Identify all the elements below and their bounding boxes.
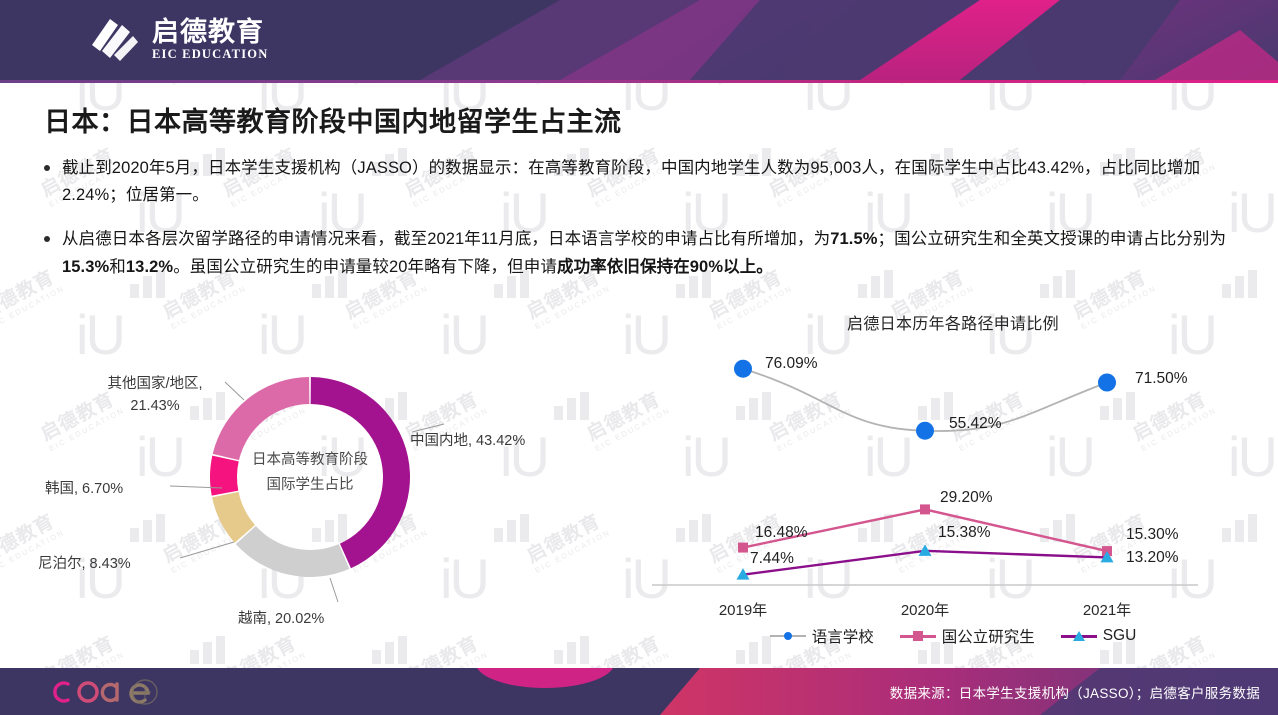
legend-item-lang[interactable]: 语言学校 bbox=[769, 625, 874, 647]
series-marker bbox=[920, 504, 930, 515]
series-marker bbox=[918, 544, 932, 556]
series-marker bbox=[1100, 550, 1114, 563]
donut-slice bbox=[212, 377, 310, 461]
logo-text-en: EIC EDUCATION bbox=[152, 46, 269, 61]
header-bar: 启德教育 EIC EDUCATION bbox=[0, 0, 1278, 80]
bullet-dot-icon bbox=[44, 165, 50, 171]
brand-logo: 启德教育 EIC EDUCATION bbox=[88, 17, 268, 63]
series-line bbox=[742, 367, 1108, 432]
care-wordmark-icon bbox=[53, 679, 158, 705]
donut-label-korea: 韩国, 6.70% bbox=[45, 481, 124, 497]
donut-slice bbox=[235, 525, 350, 577]
legend-label-grad: 国公立研究生 bbox=[941, 629, 1035, 646]
point-label-grad-2021: 15.30% bbox=[1126, 526, 1179, 543]
page-title: 日本：日本高等教育阶段中国内地留学生占主流 bbox=[44, 107, 622, 137]
point-label-lang-2020: 55.42% bbox=[949, 415, 1002, 432]
donut-chart bbox=[20, 320, 640, 650]
bullet-text: 截止到2020年5月，日本学生支援机构（JASSO）的数据显示：在高等教育阶段，… bbox=[62, 159, 1201, 205]
legend-item-sgu[interactable]: SGU bbox=[1060, 627, 1137, 645]
donut-leader-line bbox=[169, 485, 223, 489]
point-label-sgu-2020: 15.38% bbox=[938, 524, 991, 541]
donut-leader-line bbox=[224, 381, 245, 401]
donut-leader-line bbox=[411, 423, 445, 433]
bullet-list: 截止到2020年5月，日本学生支援机构（JASSO）的数据显示：在高等教育阶段，… bbox=[44, 155, 1240, 298]
legend-marker-square-icon bbox=[899, 629, 936, 643]
series-marker bbox=[1098, 373, 1116, 392]
legend-label-lang: 语言学校 bbox=[811, 629, 874, 646]
point-label-lang-2021: 71.50% bbox=[1135, 370, 1188, 387]
series-marker bbox=[734, 359, 752, 378]
series-marker bbox=[916, 421, 934, 440]
point-label-grad-2020: 29.20% bbox=[940, 489, 993, 506]
donut-label-china: 中国内地, 43.42% bbox=[410, 433, 526, 449]
list-item: 从启德日本各层次留学路径的申请情况来看，截至2021年11月底，日本语言学校的申… bbox=[44, 226, 1240, 280]
footer-bar: 数据来源：日本学生支援机构（JASSO）；启德客户服务数据 bbox=[0, 668, 1278, 715]
line-chart-legend: 语言学校 国公立研究生 SGU bbox=[648, 625, 1258, 647]
legend-marker-circle-icon bbox=[769, 629, 806, 643]
donut-label-others: 其他国家/地区, 21.43% bbox=[107, 376, 203, 415]
legend-item-grad[interactable]: 国公立研究生 bbox=[899, 625, 1035, 647]
care-logo bbox=[44, 675, 194, 714]
donut-center-label: 日本高等教育阶段 国际学生占比 bbox=[225, 448, 395, 497]
donut-slice bbox=[212, 491, 256, 543]
x-axis-label-2019: 2019年 bbox=[718, 602, 768, 619]
point-label-grad-2019: 16.48% bbox=[755, 524, 808, 541]
donut-slice bbox=[310, 377, 410, 569]
list-item: 截止到2020年5月，日本学生支援机构（JASSO）的数据显示：在高等教育阶段，… bbox=[44, 155, 1240, 209]
line-chart-title: 启德日本历年各路径申请比例 bbox=[847, 316, 1059, 333]
donut-label-nepal: 尼泊尔, 8.43% bbox=[38, 556, 131, 572]
line-chart: 启德日本历年各路径申请比例 76.09% 55.42% 71.50% 16.48… bbox=[648, 305, 1258, 665]
logo-text-cn: 启德教育 bbox=[152, 17, 264, 48]
donut-leader-line bbox=[179, 541, 235, 559]
legend-label-sgu: SGU bbox=[1102, 627, 1137, 644]
series-marker bbox=[736, 568, 750, 580]
bullet-dot-icon bbox=[44, 236, 50, 243]
donut-leader-line bbox=[329, 577, 339, 603]
donut-center-line2: 国际学生占比 bbox=[266, 476, 354, 493]
x-axis-label-2021: 2021年 bbox=[1082, 602, 1132, 619]
donut-chart-svg bbox=[169, 377, 445, 603]
header-accent-rule bbox=[0, 80, 1278, 83]
bullet-text: 从启德日本各层次留学路径的申请情况来看，截至2021年11月底，日本语言学校的申… bbox=[62, 230, 1227, 276]
donut-slice bbox=[210, 455, 239, 496]
legend-marker-triangle-icon bbox=[1060, 629, 1097, 643]
footer-source-text: 数据来源：日本学生支援机构（JASSO）；启德客户服务数据 bbox=[889, 686, 1260, 701]
donut-label-vietnam: 越南, 20.02% bbox=[238, 611, 325, 627]
x-axis-label-2020: 2020年 bbox=[900, 602, 950, 619]
eic-logo-icon bbox=[92, 19, 138, 61]
series-marker bbox=[738, 542, 748, 553]
point-label-lang-2019: 76.09% bbox=[765, 355, 818, 372]
donut-center-line1: 日本高等教育阶段 bbox=[252, 452, 368, 468]
point-label-sgu-2021: 13.20% bbox=[1126, 549, 1179, 566]
point-label-sgu-2019: 7.44% bbox=[750, 550, 794, 567]
